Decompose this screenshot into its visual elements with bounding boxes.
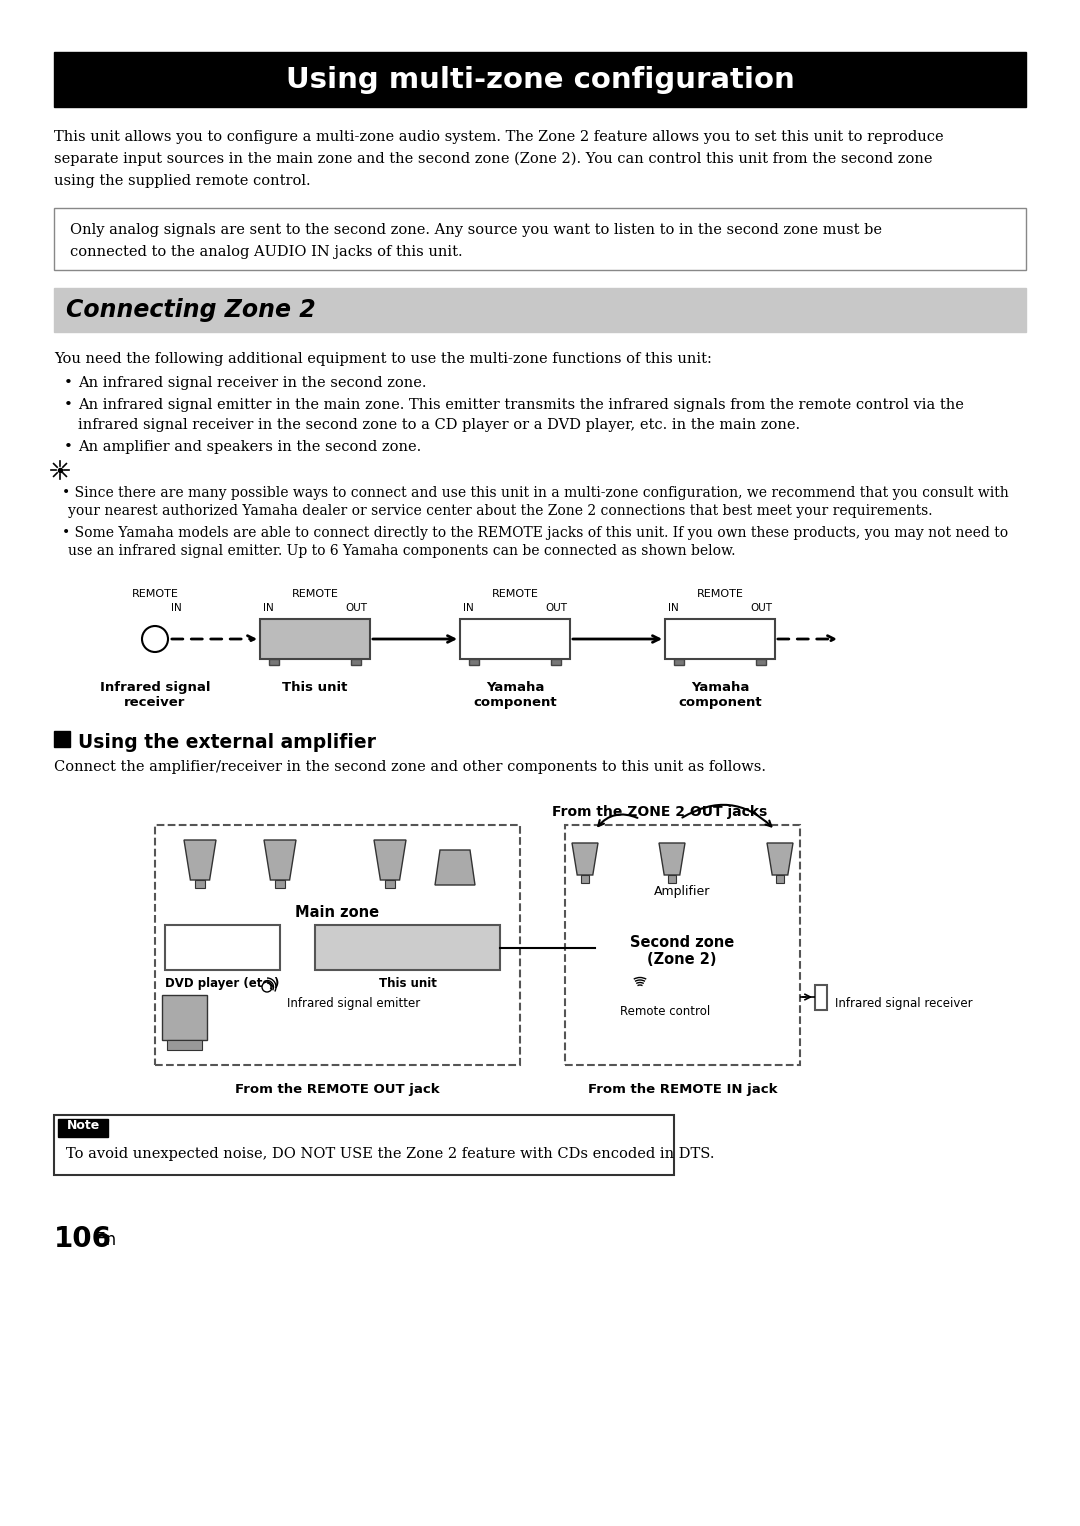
Bar bbox=[54, 731, 70, 748]
Text: An infrared signal receiver in the second zone.: An infrared signal receiver in the secon… bbox=[78, 375, 427, 391]
Text: •: • bbox=[64, 398, 72, 412]
Bar bbox=[167, 1041, 202, 1050]
Circle shape bbox=[262, 983, 272, 992]
Text: En: En bbox=[90, 1231, 117, 1248]
Bar bbox=[551, 659, 561, 665]
Text: Yamaha
component: Yamaha component bbox=[473, 681, 557, 710]
Text: You need the following additional equipment to use the multi-zone functions of t: You need the following additional equipm… bbox=[54, 353, 712, 366]
Text: Second zone
(Zone 2): Second zone (Zone 2) bbox=[630, 935, 734, 967]
Bar bbox=[469, 659, 480, 665]
Text: Infrared signal
receiver: Infrared signal receiver bbox=[99, 681, 211, 710]
Text: To avoid unexpected noise, DO NOT USE the Zone 2 feature with CDs encoded in DTS: To avoid unexpected noise, DO NOT USE th… bbox=[66, 1148, 715, 1161]
Text: REMOTE: REMOTE bbox=[697, 589, 743, 600]
Text: •: • bbox=[64, 375, 72, 391]
Bar bbox=[269, 659, 279, 665]
Bar bbox=[54, 52, 1026, 107]
Polygon shape bbox=[264, 839, 296, 881]
Bar bbox=[674, 659, 684, 665]
Text: OUT: OUT bbox=[545, 603, 567, 613]
Bar bbox=[669, 874, 676, 884]
Bar bbox=[54, 1116, 674, 1175]
Polygon shape bbox=[184, 839, 216, 881]
Text: • Some Yamaha models are able to connect directly to the REMOTE jacks of this un: • Some Yamaha models are able to connect… bbox=[62, 526, 1008, 540]
Text: infrared signal receiver in the second zone to a CD player or a DVD player, etc.: infrared signal receiver in the second z… bbox=[78, 418, 800, 432]
Polygon shape bbox=[435, 850, 475, 885]
Text: This unit allows you to configure a multi-zone audio system. The Zone 2 feature : This unit allows you to configure a mult… bbox=[54, 130, 944, 143]
Bar bbox=[665, 620, 775, 659]
Text: DVD player (etc.): DVD player (etc.) bbox=[165, 977, 280, 990]
Bar bbox=[777, 874, 784, 884]
Bar bbox=[165, 925, 280, 971]
Bar bbox=[156, 826, 519, 1065]
Text: Connect the amplifier/receiver in the second zone and other components to this u: Connect the amplifier/receiver in the se… bbox=[54, 760, 766, 774]
Text: Infrared signal emitter: Infrared signal emitter bbox=[287, 996, 420, 1010]
Polygon shape bbox=[374, 839, 406, 881]
Bar bbox=[756, 659, 766, 665]
Text: OUT: OUT bbox=[750, 603, 772, 613]
Text: IN: IN bbox=[171, 603, 181, 613]
Text: separate input sources in the main zone and the second zone (Zone 2). You can co: separate input sources in the main zone … bbox=[54, 153, 932, 166]
Text: using the supplied remote control.: using the supplied remote control. bbox=[54, 174, 311, 188]
Text: your nearest authorized Yamaha dealer or service center about the Zone 2 connect: your nearest authorized Yamaha dealer or… bbox=[68, 504, 932, 517]
Bar bbox=[315, 925, 500, 971]
Text: Note: Note bbox=[66, 1119, 99, 1132]
Text: •: • bbox=[64, 439, 72, 455]
Text: From the ZONE 2 OUT jacks: From the ZONE 2 OUT jacks bbox=[552, 806, 768, 819]
Text: Connecting Zone 2: Connecting Zone 2 bbox=[66, 298, 315, 322]
Text: • Since there are many possible ways to connect and use this unit in a multi-zon: • Since there are many possible ways to … bbox=[62, 485, 1009, 501]
Text: Main zone: Main zone bbox=[296, 905, 379, 920]
Text: OUT: OUT bbox=[345, 603, 367, 613]
Text: From the REMOTE OUT jack: From the REMOTE OUT jack bbox=[235, 1083, 440, 1096]
Bar bbox=[275, 881, 285, 888]
Text: From the REMOTE IN jack: From the REMOTE IN jack bbox=[588, 1083, 778, 1096]
Text: IN: IN bbox=[264, 603, 273, 613]
Text: IN: IN bbox=[669, 603, 678, 613]
Text: IN: IN bbox=[463, 603, 474, 613]
Bar bbox=[54, 288, 1026, 333]
Text: An amplifier and speakers in the second zone.: An amplifier and speakers in the second … bbox=[78, 439, 421, 455]
Text: An infrared signal emitter in the main zone. This emitter transmits the infrared: An infrared signal emitter in the main z… bbox=[78, 398, 963, 412]
Text: connected to the analog AUDIO IN jacks of this unit.: connected to the analog AUDIO IN jacks o… bbox=[70, 246, 462, 259]
Bar bbox=[260, 620, 370, 659]
Text: Remote control: Remote control bbox=[620, 1006, 711, 1018]
Polygon shape bbox=[767, 842, 793, 874]
Polygon shape bbox=[659, 842, 685, 874]
Polygon shape bbox=[572, 842, 598, 874]
Text: This unit: This unit bbox=[282, 681, 348, 694]
Bar bbox=[351, 659, 361, 665]
Bar bbox=[460, 620, 570, 659]
Text: REMOTE: REMOTE bbox=[491, 589, 539, 600]
Bar bbox=[54, 208, 1026, 270]
Bar bbox=[195, 881, 205, 888]
Bar bbox=[565, 826, 800, 1065]
Bar bbox=[386, 881, 395, 888]
Text: use an infrared signal emitter. Up to 6 Yamaha components can be connected as sh: use an infrared signal emitter. Up to 6 … bbox=[68, 543, 735, 559]
Bar bbox=[815, 984, 827, 1010]
Text: Amplifier: Amplifier bbox=[653, 885, 711, 897]
Text: Using the external amplifier: Using the external amplifier bbox=[78, 732, 376, 752]
Text: Infrared signal receiver: Infrared signal receiver bbox=[835, 996, 973, 1010]
Bar bbox=[581, 874, 589, 884]
Text: Only analog signals are sent to the second zone. Any source you want to listen t: Only analog signals are sent to the seco… bbox=[70, 223, 882, 237]
Text: REMOTE: REMOTE bbox=[132, 589, 178, 600]
Bar bbox=[58, 1119, 108, 1137]
Circle shape bbox=[141, 626, 168, 652]
Bar bbox=[162, 995, 207, 1041]
Text: REMOTE: REMOTE bbox=[292, 589, 338, 600]
Text: 106: 106 bbox=[54, 1225, 112, 1253]
Text: This unit: This unit bbox=[379, 977, 436, 990]
Text: Yamaha
component: Yamaha component bbox=[678, 681, 761, 710]
Text: Using multi-zone configuration: Using multi-zone configuration bbox=[285, 66, 795, 93]
